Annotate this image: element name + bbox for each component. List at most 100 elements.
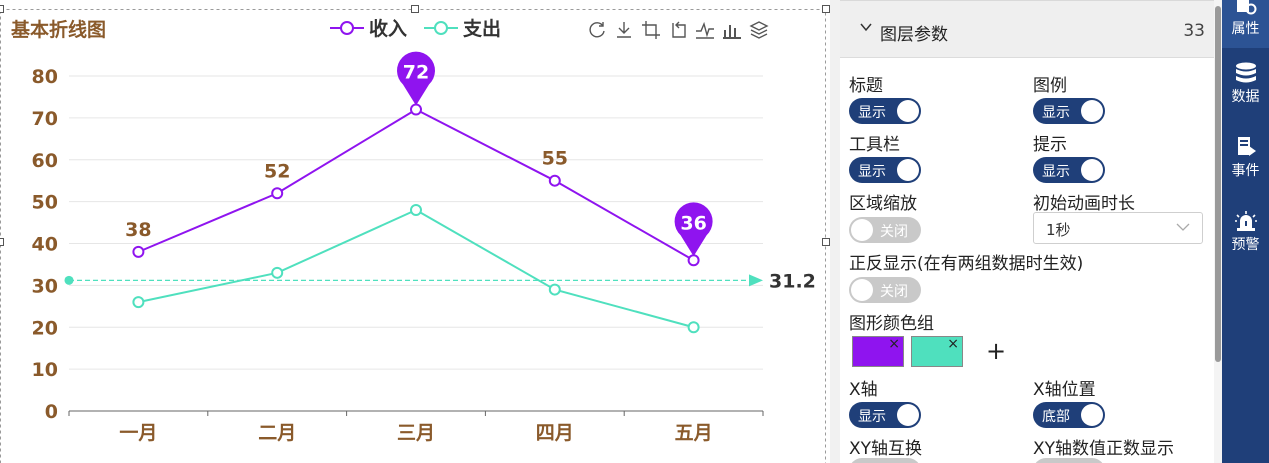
data-point: [410, 103, 422, 116]
side-rail: 属性 数据 事件 预警: [1222, 0, 1269, 463]
positive-values-toggle[interactable]: [1033, 458, 1105, 463]
xaxis-position-label: X轴位置: [1033, 380, 1096, 400]
layer-count: 33: [1183, 21, 1205, 41]
legend-label: 收入: [369, 18, 408, 40]
zoom-label: 区域缩放: [849, 194, 917, 214]
layer-params-header[interactable]: 图层参数 33: [840, 0, 1215, 58]
mark-point-pin: [674, 202, 713, 257]
toggle-text: 显示: [858, 409, 886, 425]
mark-line-start: [64, 275, 74, 285]
positive-values-label: XY轴数值正数显示: [1033, 439, 1175, 459]
data-point: [548, 174, 561, 187]
data-label: 55: [542, 148, 568, 170]
x-tick-label: 四月: [536, 422, 574, 444]
y-tick-label: 0: [45, 401, 58, 423]
legend-line-icon: [330, 20, 364, 35]
inverse-label: 正反显示(在有两组数据时生效): [849, 254, 1084, 274]
crop-icon[interactable]: [640, 19, 661, 40]
line-chart: 0 10 20 30 40 50 60 70 80 一月 二月 三月 四月 五月 31.2 38 52 55 72 3…: [0, 9, 826, 463]
mark-line-arrow: [749, 274, 763, 287]
x-tick-label: 五月: [675, 422, 713, 444]
chart-canvas[interactable]: 0 10 20 30 40 50 60 70 80 一月 二月 三月 四月 五月 31.2 38 52 55 72 3…: [0, 0, 830, 463]
chevron-down-icon: [1176, 223, 1190, 231]
data-point: [271, 187, 284, 200]
y-tick-label: 60: [32, 150, 58, 172]
resize-handle-top-left[interactable]: [0, 5, 4, 13]
chevron-down-icon: [860, 23, 872, 32]
legend-item-expense[interactable]: 支出: [424, 14, 501, 41]
resize-handle-right[interactable]: [822, 238, 830, 246]
legend-label: 图例: [1033, 76, 1067, 96]
series-line: [138, 208, 694, 329]
data-point: [687, 321, 700, 334]
resize-handle-left[interactable]: [0, 238, 4, 246]
xaxis-label: X轴: [849, 380, 878, 400]
panel-title: 图层参数: [880, 25, 948, 45]
data-point: [132, 296, 145, 309]
panel-scrollbar[interactable]: [1214, 0, 1222, 463]
data-point: [687, 254, 700, 267]
toggle-text: 显示: [858, 164, 886, 180]
xaxis-toggle[interactable]: 显示: [849, 402, 921, 428]
scrollbar-thumb[interactable]: [1215, 6, 1221, 362]
x-tick-label: 二月: [258, 422, 296, 444]
rail-item-events[interactable]: 事件: [1222, 136, 1269, 198]
legend-toggle[interactable]: 显示: [1033, 98, 1105, 124]
mark-line-label: 31.2: [769, 270, 816, 292]
resize-handle-top-right[interactable]: [822, 5, 830, 13]
undo-zoom-icon[interactable]: [667, 19, 688, 40]
toggle-knob: [1081, 100, 1103, 122]
toolbar-label: 工具栏: [849, 135, 900, 155]
properties-icon: [1236, 0, 1256, 15]
property-panel: 图层参数 33 标题 显示 图例 显示 工具栏 显示 提示 显示 区域缩放 关闭…: [840, 0, 1215, 463]
swap-axes-label: XY轴互换: [849, 439, 923, 459]
panel-divider: [830, 0, 840, 463]
data-point: [271, 266, 284, 279]
toolbar-toggle[interactable]: 显示: [849, 157, 921, 183]
add-color-icon[interactable]: +: [986, 337, 1007, 365]
inverse-toggle[interactable]: 关闭: [849, 277, 921, 303]
download-icon[interactable]: [613, 19, 634, 40]
y-tick-label: 30: [32, 275, 58, 297]
rail-item-alarm[interactable]: 预警: [1222, 210, 1269, 272]
legend-item-income[interactable]: 收入: [330, 14, 407, 41]
refresh-icon[interactable]: [586, 19, 607, 40]
event-icon: [1237, 137, 1256, 156]
rail-item-properties[interactable]: 属性: [1222, 0, 1269, 48]
toggle-knob: [851, 219, 873, 241]
swap-axes-toggle[interactable]: [849, 458, 921, 463]
legend-line-icon: [424, 20, 458, 35]
bar-chart-icon[interactable]: [721, 19, 742, 40]
resize-handle-top[interactable]: [411, 5, 419, 13]
remove-color-icon[interactable]: ×: [888, 336, 900, 352]
rail-item-data[interactable]: 数据: [1222, 62, 1269, 124]
database-icon: [1235, 62, 1256, 83]
remove-color-icon[interactable]: ×: [947, 336, 959, 352]
color-swatch[interactable]: ×: [852, 336, 904, 367]
toggle-text: 关闭: [880, 224, 908, 240]
toggle-knob: [897, 159, 919, 181]
data-label: 52: [264, 160, 290, 182]
data-point: [548, 283, 561, 296]
palette-label: 图形颜色组: [849, 314, 934, 334]
mark-point-label: 36: [680, 212, 706, 234]
data-point: [410, 204, 422, 216]
select-value: 1秒: [1046, 221, 1071, 239]
anim-duration-select[interactable]: 1秒: [1033, 212, 1203, 244]
tooltip-toggle[interactable]: 显示: [1033, 157, 1105, 183]
color-swatch[interactable]: ×: [911, 336, 963, 367]
y-tick-label: 10: [32, 359, 58, 381]
toggle-knob: [1081, 404, 1103, 426]
tooltip-label: 提示: [1033, 135, 1067, 155]
xaxis-position-toggle[interactable]: 底部: [1033, 402, 1105, 428]
zoom-toggle[interactable]: 关闭: [849, 217, 921, 243]
rail-label: 事件: [1231, 163, 1260, 179]
title-toggle[interactable]: 显示: [849, 98, 921, 124]
toggle-text: 关闭: [880, 284, 908, 300]
toggle-knob: [1081, 159, 1103, 181]
stack-icon[interactable]: [748, 19, 769, 40]
data-label: 38: [125, 219, 151, 241]
line-chart-icon[interactable]: [694, 19, 715, 40]
y-tick-label: 80: [32, 66, 58, 88]
